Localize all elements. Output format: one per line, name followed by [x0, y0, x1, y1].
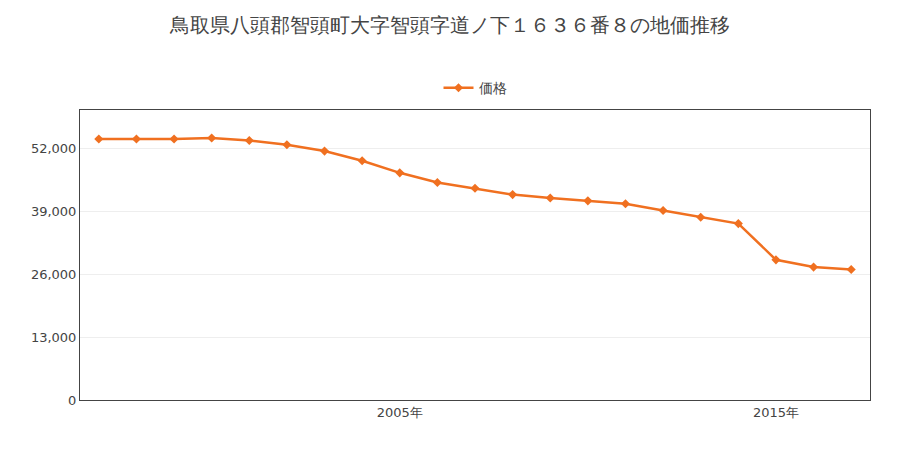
- svg-text:2015年: 2015年: [753, 405, 799, 420]
- svg-text:価格: 価格: [479, 80, 507, 96]
- svg-text:鳥取県八頭郡智頭町大字智頭字道ノ下１６３６番８の地価推移: 鳥取県八頭郡智頭町大字智頭字道ノ下１６３６番８の地価推移: [169, 13, 730, 37]
- svg-text:13,000: 13,000: [31, 330, 77, 345]
- svg-text:2005年: 2005年: [377, 405, 423, 420]
- svg-text:39,000: 39,000: [31, 204, 77, 219]
- svg-text:0: 0: [68, 393, 76, 408]
- svg-text:26,000: 26,000: [31, 267, 77, 282]
- svg-text:52,000: 52,000: [31, 141, 77, 156]
